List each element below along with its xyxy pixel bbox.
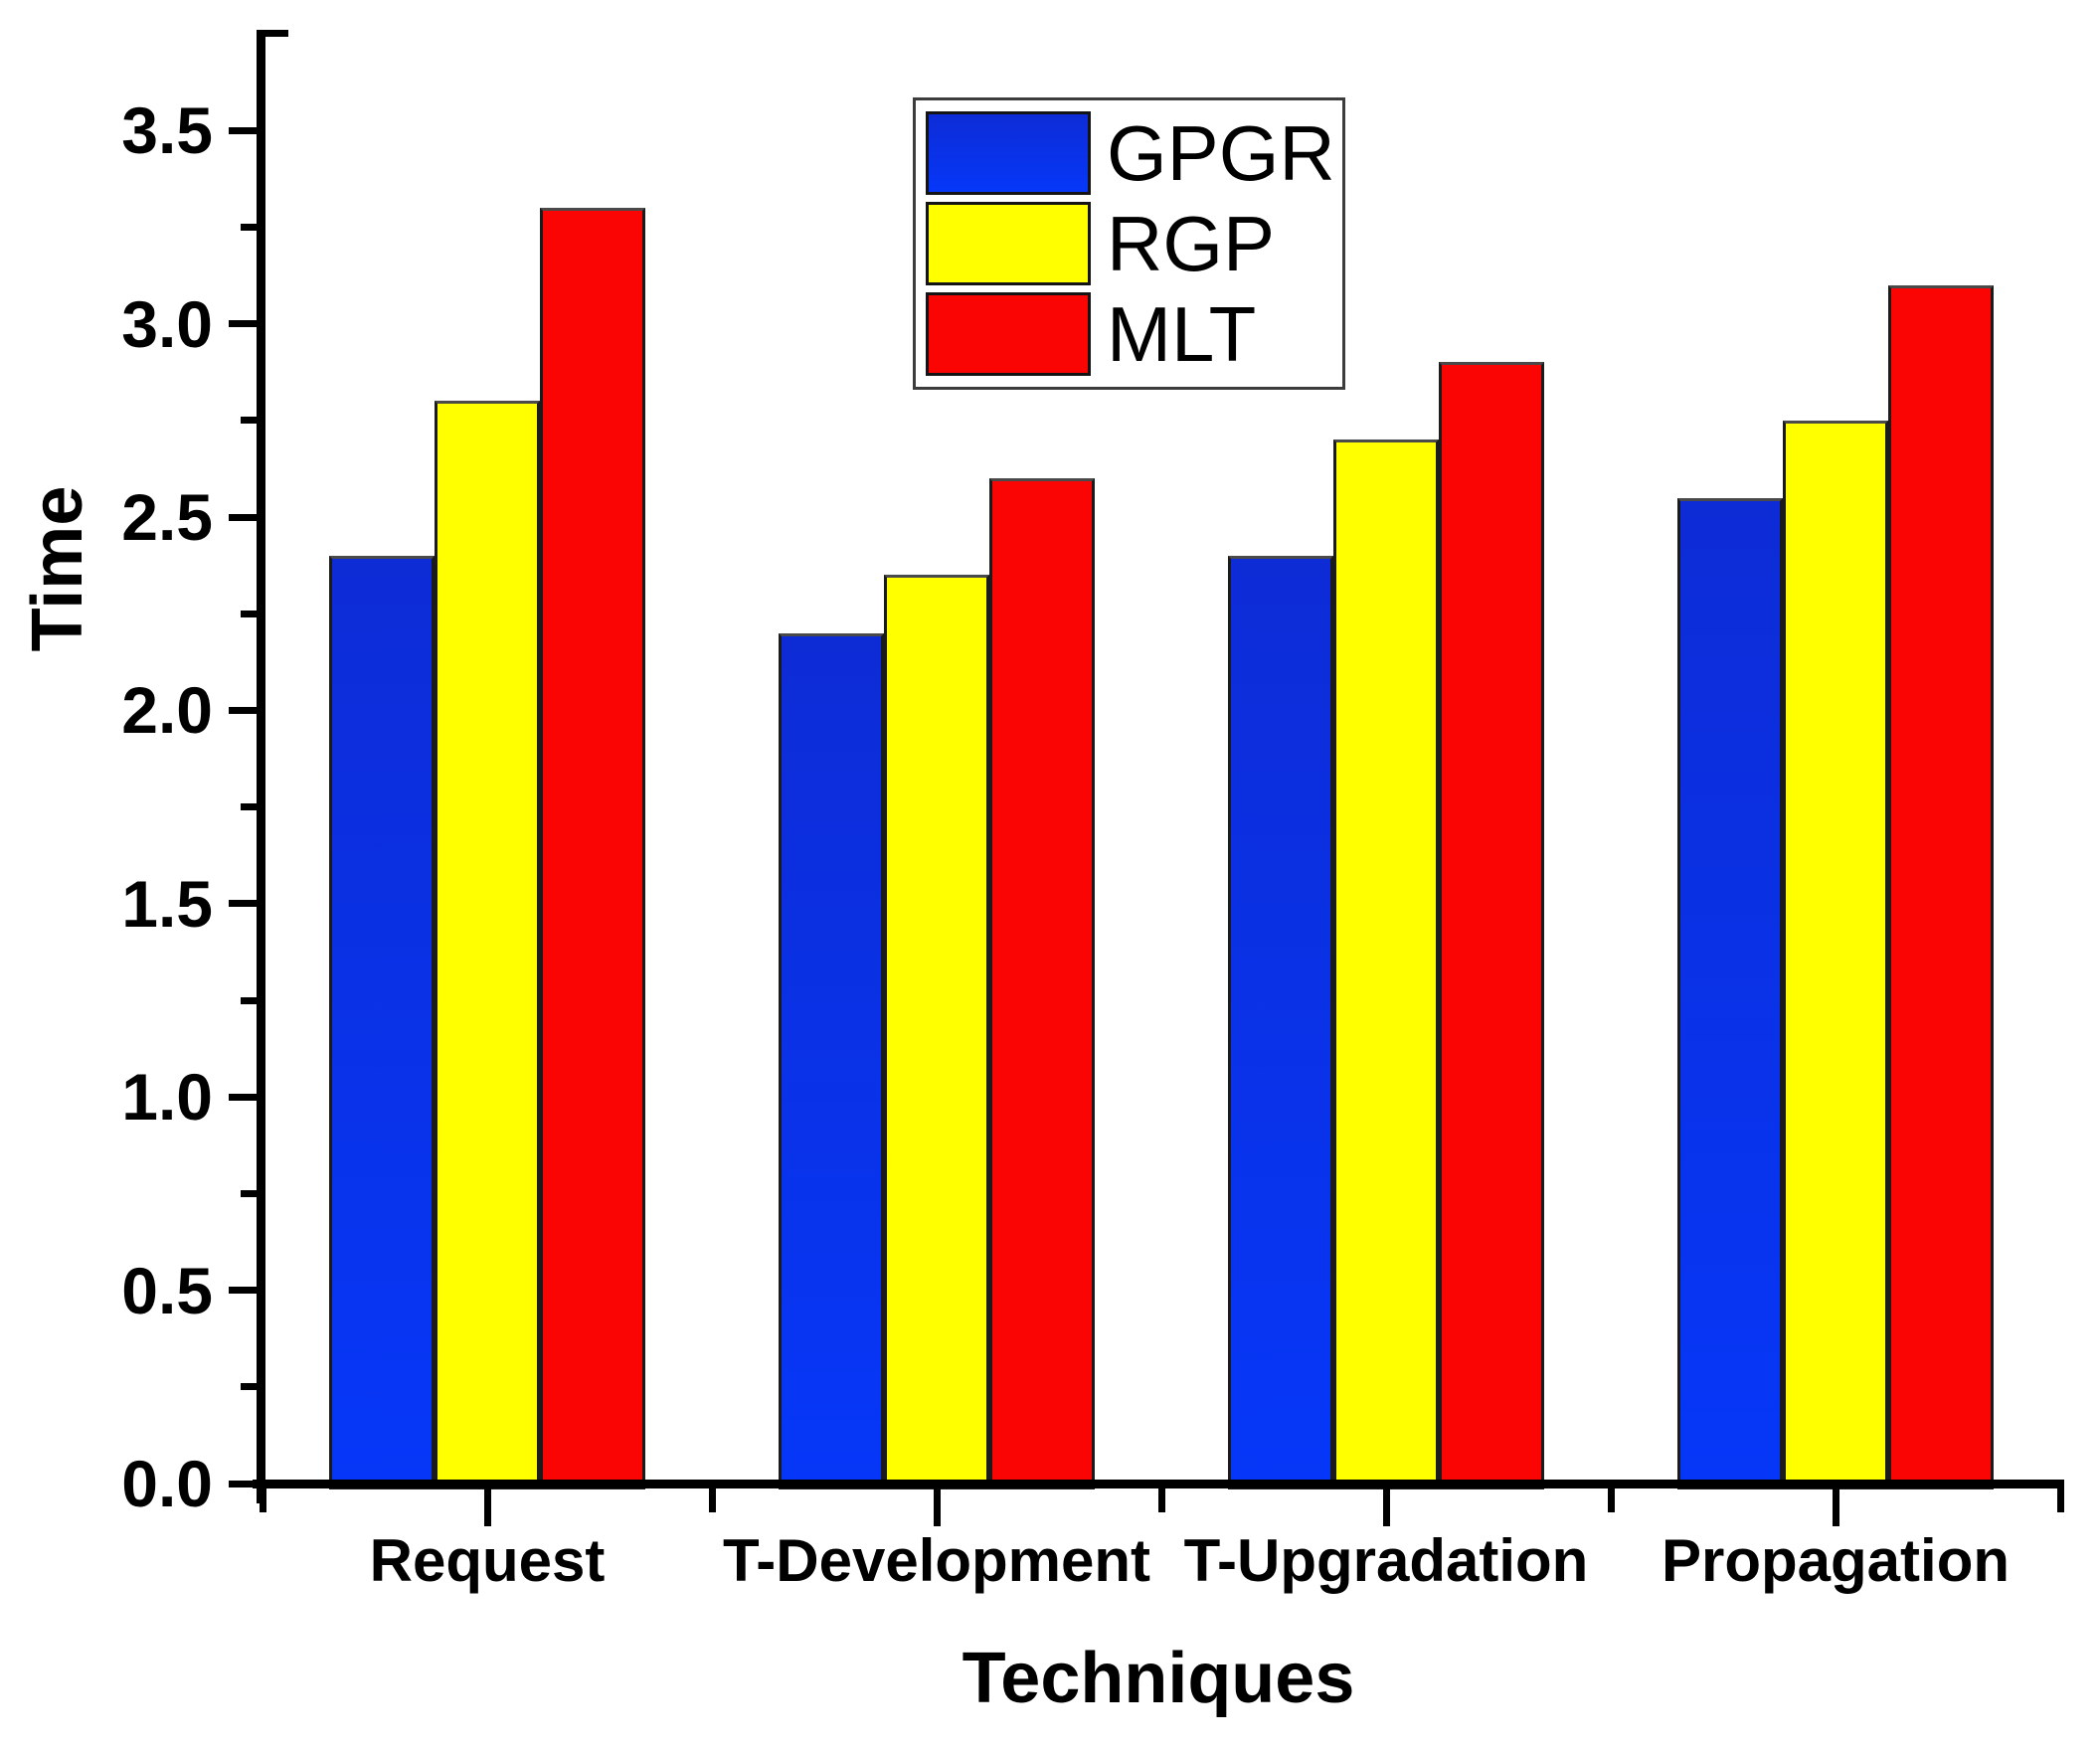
- y-major-tick: [229, 1093, 257, 1101]
- bar-mlt-2: [1439, 362, 1544, 1489]
- y-tick-label: 1.5: [121, 866, 213, 941]
- y-tick-label: 1.0: [121, 1060, 213, 1135]
- y-minor-tick: [241, 803, 257, 811]
- legend: GPGR RGP MLT: [913, 97, 1345, 390]
- x-axis-line: [253, 1480, 2064, 1488]
- y-major-tick: [229, 513, 257, 521]
- legend-label-mlt: MLT: [1107, 290, 1257, 378]
- x-major-tick: [1832, 1488, 1839, 1526]
- y-major-tick: [229, 320, 257, 328]
- y-minor-tick: [241, 1189, 257, 1197]
- bar-rgp-3: [1783, 420, 1888, 1489]
- x-major-tick: [933, 1488, 941, 1526]
- bar-gpgr-3: [1677, 497, 1783, 1489]
- y-axis-line: [257, 30, 265, 1503]
- y-major-tick: [229, 706, 257, 714]
- x-major-tick: [483, 1488, 491, 1526]
- y-minor-tick: [241, 223, 257, 231]
- y-minor-tick: [241, 610, 257, 617]
- x-minor-tick: [1157, 1488, 1165, 1512]
- y-axis-title: Time: [18, 485, 97, 652]
- x-major-tick: [1382, 1488, 1390, 1526]
- bar-rgp-2: [1333, 439, 1439, 1489]
- bar-gpgr-0: [329, 555, 435, 1489]
- x-category-label: T-Development: [722, 1527, 1151, 1594]
- x-category-label: T-Upgradation: [1183, 1527, 1589, 1594]
- bar-rgp-1: [884, 575, 989, 1489]
- bar-gpgr-1: [779, 632, 884, 1489]
- legend-label-gpgr: GPGR: [1107, 109, 1335, 197]
- legend-item-rgp: RGP: [926, 201, 1332, 286]
- bar-mlt-3: [1888, 284, 1994, 1489]
- y-tick-label: 3.0: [121, 286, 213, 361]
- legend-swatch-mlt: [926, 292, 1091, 376]
- bar-rgp-0: [435, 401, 540, 1489]
- legend-swatch-rgp: [926, 202, 1091, 285]
- x-category-label: Request: [369, 1527, 606, 1594]
- y-minor-tick: [241, 417, 257, 425]
- x-category-label: Propagation: [1661, 1527, 2010, 1594]
- y-major-tick: [229, 126, 257, 134]
- y-tick-label: 0.0: [121, 1447, 213, 1520]
- x-minor-tick: [259, 1488, 266, 1512]
- y-axis-top-cap-tick: [257, 30, 288, 37]
- y-major-tick: [229, 1480, 257, 1488]
- y-tick-label: 2.0: [121, 673, 213, 748]
- bar-gpgr-2: [1228, 555, 1333, 1489]
- y-minor-tick: [241, 1383, 257, 1391]
- legend-label-rgp: RGP: [1107, 200, 1276, 287]
- y-tick-label: 2.5: [121, 480, 213, 554]
- y-major-tick: [229, 1287, 257, 1295]
- legend-item-gpgr: GPGR: [926, 109, 1335, 197]
- x-minor-tick: [2056, 1488, 2064, 1512]
- bar-mlt-0: [540, 207, 645, 1489]
- x-minor-tick: [708, 1488, 716, 1512]
- x-axis-title: Techniques: [962, 1639, 1355, 1718]
- bar-mlt-1: [989, 478, 1095, 1489]
- x-minor-tick: [1607, 1488, 1615, 1512]
- y-tick-label: 0.5: [121, 1253, 213, 1327]
- y-tick-label: 3.5: [121, 93, 213, 168]
- legend-swatch-gpgr: [926, 111, 1091, 195]
- y-major-tick: [229, 900, 257, 908]
- y-minor-tick: [241, 996, 257, 1004]
- legend-item-mlt: MLT: [926, 291, 1332, 377]
